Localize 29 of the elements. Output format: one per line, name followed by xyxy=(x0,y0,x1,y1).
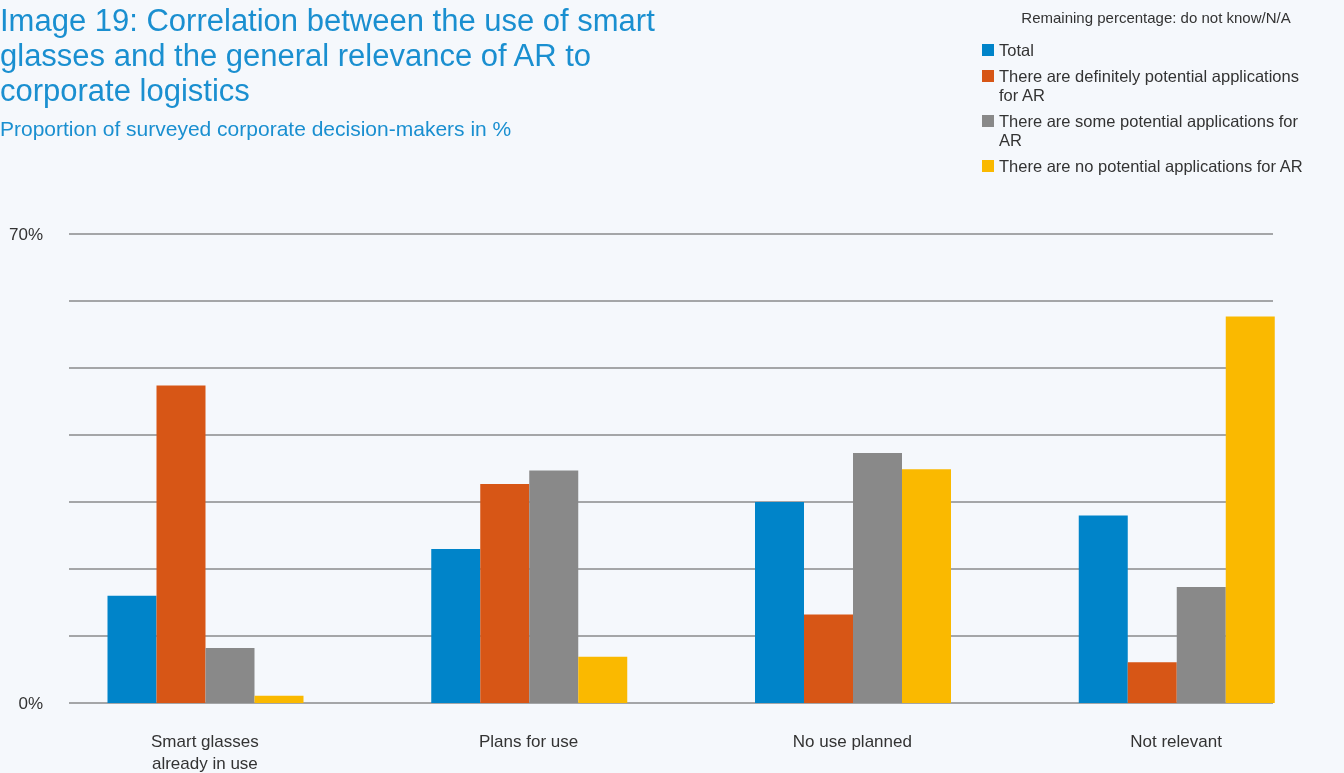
bar xyxy=(431,548,481,703)
bar xyxy=(156,385,206,703)
bar xyxy=(853,453,902,703)
x-tick-label: No use planned xyxy=(792,732,912,752)
bar xyxy=(578,656,628,703)
text: Remaining percentage: do not know/N/A xyxy=(1021,9,1291,26)
bar xyxy=(480,483,530,703)
bar xyxy=(1176,587,1226,703)
y-tick-label: 70% xyxy=(8,225,43,245)
bar xyxy=(107,595,157,703)
chart-subtitle: Proportion of surveyed corporate decision-makers in % xyxy=(0,117,512,140)
bar xyxy=(755,502,804,703)
x-tick-label: Not relevant xyxy=(1130,732,1223,752)
bar xyxy=(205,648,255,703)
bar xyxy=(902,469,951,703)
bar xyxy=(1078,515,1128,703)
x-tick-label: Plans for use xyxy=(479,732,579,752)
legend-label: There are definitely potential applications for AR xyxy=(999,67,1299,104)
legend-label: There are no potential applications for AR xyxy=(999,157,1303,175)
x-tick-label: Smart glasses already in use xyxy=(151,732,259,773)
bar xyxy=(1127,662,1177,703)
bar xyxy=(254,695,304,703)
bar xyxy=(529,470,579,703)
legend-label: There are some potential applications for AR xyxy=(999,112,1298,149)
legend-label: Total xyxy=(999,41,1034,59)
y-tick-label: 0% xyxy=(18,694,43,714)
bar xyxy=(1225,316,1275,703)
bar xyxy=(804,614,853,703)
chart-title: Image 19: Correlation between the use of smart glasses and the general relevance of AR to corporate logistics xyxy=(0,3,655,108)
